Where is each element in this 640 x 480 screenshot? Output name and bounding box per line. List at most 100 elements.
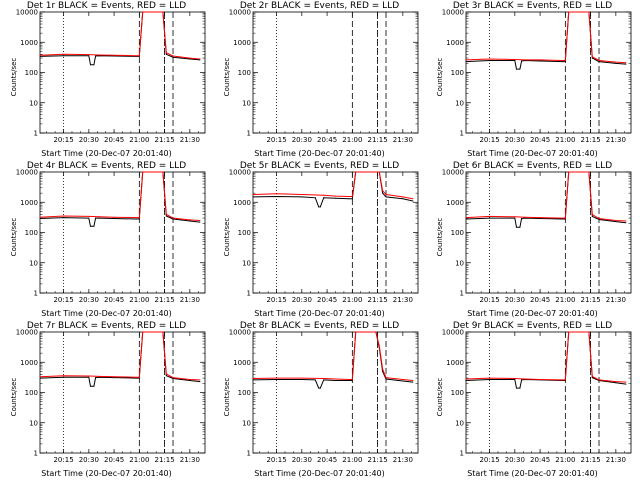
events-point [335, 380, 336, 381]
plot-frame [39, 11, 206, 134]
x-tick-label: 21:15 [580, 456, 600, 464]
y-tick-label: 1000 [446, 199, 464, 207]
events-point [39, 377, 41, 379]
y-axis-label: Counts/sec [223, 377, 231, 417]
plot-frame [252, 331, 419, 454]
lld-point [189, 379, 191, 380]
events-point [172, 56, 174, 58]
lld-point [88, 375, 90, 377]
lld-point [98, 375, 100, 377]
lld-point [564, 379, 566, 381]
events-point [539, 218, 541, 219]
events-point [348, 380, 350, 381]
x-tick-label: 20:45 [104, 456, 124, 464]
lld-point [615, 61, 617, 63]
events-point [199, 221, 201, 223]
lld-point [591, 214, 593, 216]
x-tick-label: 20:15 [479, 296, 499, 304]
x-axis-label: Start Time (20-Dec-07 20:01:40) [41, 149, 172, 158]
x-tick-label: 20:30 [292, 136, 312, 144]
lld-series-line [39, 331, 200, 381]
events-point [90, 385, 91, 387]
lld-point [39, 376, 41, 378]
events-point [165, 215, 167, 217]
lld-point [135, 55, 137, 57]
y-tick-label: 1 [34, 450, 38, 458]
events-point [625, 383, 627, 385]
panel-title: Det 3r BLACK = Events, RED = LLD [452, 1, 613, 11]
events-point [63, 376, 65, 378]
lld-point [568, 331, 570, 333]
lld-point [39, 216, 41, 218]
lld-point [382, 190, 384, 192]
lld-point [172, 377, 174, 379]
lld-point [63, 53, 65, 55]
x-axis-label: Start Time (20-Dec-07 20:01:40) [467, 149, 598, 158]
events-point [385, 378, 387, 380]
events-point [39, 55, 41, 57]
lld-point [514, 59, 516, 60]
events-point [301, 196, 303, 198]
y-tick-label: 10000 [229, 329, 251, 337]
events-point [135, 218, 137, 220]
events-point [199, 59, 201, 61]
events-point [561, 61, 563, 63]
x-tick-label: 21:15 [580, 136, 600, 144]
events-point [382, 192, 384, 194]
y-tick-label: 100 [451, 229, 464, 237]
lld-point [564, 217, 566, 219]
lld-point [585, 171, 586, 173]
lld-series-line [252, 171, 413, 200]
events-series-line [252, 171, 414, 208]
x-tick-label: 21:30 [393, 456, 413, 464]
events-point [402, 198, 404, 200]
x-tick-label: 21:15 [154, 296, 174, 304]
lld-point [412, 198, 414, 200]
x-tick-label: 21:15 [154, 456, 174, 464]
lld-point [465, 217, 467, 219]
events-point [93, 225, 95, 227]
y-tick-label: 10000 [442, 169, 464, 177]
x-axis-label: Start Time (20-Dec-07 20:01:40) [41, 309, 172, 318]
events-point [113, 218, 115, 219]
events-point [351, 198, 353, 200]
lld-point [165, 373, 167, 375]
x-tick-label: 21:30 [180, 296, 200, 304]
lld-point [63, 375, 65, 377]
lld-point [351, 196, 353, 197]
x-tick-label: 21:30 [180, 456, 200, 464]
lld-point [591, 56, 593, 58]
lld-point [199, 58, 201, 60]
y-tick-label: 10 [242, 419, 251, 427]
plot-frame [465, 171, 632, 294]
x-tick-label: 20:30 [505, 456, 525, 464]
events-point [113, 377, 115, 379]
y-tick-label: 10 [29, 419, 38, 427]
lld-point [378, 345, 380, 347]
x-tick-label: 21:00 [129, 296, 149, 304]
lld-point [63, 215, 65, 217]
x-tick-label: 21:00 [342, 296, 362, 304]
x-axis-label: Start Time (20-Dec-07 20:01:40) [467, 309, 598, 318]
x-axis-label: Start Time (20-Dec-07 20:01:40) [467, 469, 598, 478]
x-tick-label: 20:30 [292, 296, 312, 304]
y-axis-label: Counts/sec [436, 57, 444, 97]
y-tick-label: 1 [247, 450, 251, 458]
events-point [98, 217, 100, 219]
events-point [516, 387, 517, 389]
x-tick-label: 21:15 [367, 296, 387, 304]
panel-title: Det 6r BLACK = Events, RED = LLD [452, 161, 613, 171]
lld-point [580, 171, 581, 173]
lld-point [385, 377, 387, 379]
lld-point [39, 54, 41, 56]
events-point [348, 198, 350, 200]
lld-point [142, 171, 144, 173]
plot-frame [39, 171, 206, 294]
y-axis-label: Counts/sec [436, 377, 444, 417]
lld-point [172, 217, 174, 219]
events-point [519, 387, 521, 389]
detector-panel-4: 1 10 100 1000 10000 20:15 20:30 20:45 21:00 21:15… [0, 160, 213, 320]
y-tick-label: 1000 [20, 359, 38, 367]
lld-point [98, 54, 100, 56]
lld-point [355, 331, 357, 333]
